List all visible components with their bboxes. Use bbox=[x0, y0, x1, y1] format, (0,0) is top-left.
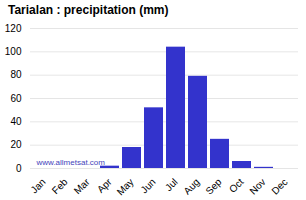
svg-text:www.allmetsat.com: www.allmetsat.com bbox=[36, 158, 106, 167]
svg-text:Aug: Aug bbox=[181, 176, 201, 196]
svg-text:Nov: Nov bbox=[247, 176, 267, 196]
svg-text:Feb: Feb bbox=[50, 176, 70, 196]
svg-text:Apr: Apr bbox=[95, 176, 114, 195]
svg-text:0: 0 bbox=[16, 163, 22, 174]
svg-text:Mar: Mar bbox=[72, 176, 92, 196]
svg-text:Dec: Dec bbox=[269, 176, 289, 196]
svg-text:Jan: Jan bbox=[28, 176, 47, 195]
svg-text:80: 80 bbox=[10, 69, 22, 80]
svg-text:Jul: Jul bbox=[163, 176, 180, 193]
svg-text:May: May bbox=[115, 176, 136, 197]
svg-text:20: 20 bbox=[10, 139, 22, 150]
svg-text:Jun: Jun bbox=[138, 176, 157, 195]
svg-text:Sep: Sep bbox=[203, 176, 224, 197]
svg-text:120: 120 bbox=[5, 23, 22, 34]
svg-text:100: 100 bbox=[5, 46, 22, 57]
html-text:Tarialan : precipitation (mm): Tarialan : precipitation (mm) bbox=[8, 3, 169, 17]
svg-text:40: 40 bbox=[10, 116, 22, 127]
svg-text:Oct: Oct bbox=[227, 176, 246, 195]
svg-text:60: 60 bbox=[10, 93, 22, 104]
